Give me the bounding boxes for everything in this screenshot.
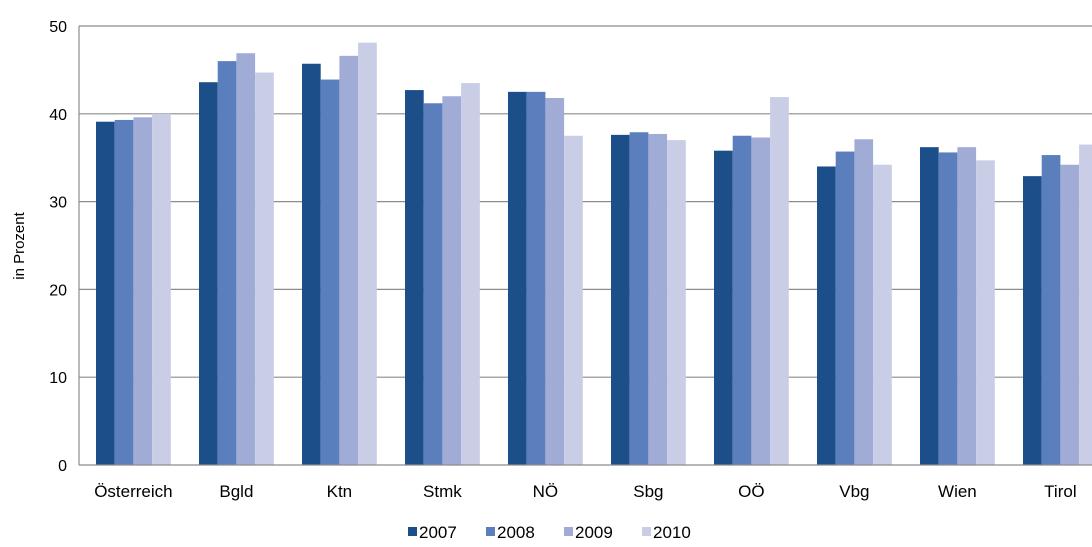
x-tick-label: Bgld: [219, 482, 253, 501]
bars: [96, 42, 1092, 466]
bar-2007-OÖ: [714, 150, 733, 465]
x-tick-label: Ktn: [327, 482, 353, 501]
bar-2010-Österreich: [152, 113, 171, 466]
y-tick-label: 30: [49, 195, 67, 212]
bar-2009-Sbg: [648, 133, 668, 465]
y-tick-label: 10: [49, 370, 67, 387]
legend-swatch-2008: [486, 527, 495, 536]
bar-2010-Vbg: [873, 164, 892, 465]
bar-2009-NÖ: [545, 97, 565, 465]
bar-2009-OÖ: [751, 137, 771, 466]
y-tick-labels: 0 10 20 30 40 50: [49, 19, 67, 475]
bar-2009-Ktn: [339, 55, 359, 466]
bar-2010-Tirol: [1079, 144, 1092, 465]
bar-2010-Wien: [976, 160, 995, 466]
bar-2008-Bgld: [217, 61, 237, 466]
y-tick-label: 0: [58, 458, 67, 475]
bar-2007-Sbg: [611, 134, 630, 465]
axes: [78, 26, 1092, 466]
bar-2009-Wien: [957, 147, 977, 465]
legend-label: 2008: [497, 523, 535, 542]
bar-2007-Ktn: [302, 63, 321, 466]
x-tick-label: OÖ: [738, 482, 764, 501]
x-tick-label: Vbg: [839, 482, 869, 501]
y-tick-label: 20: [49, 282, 67, 299]
bar-2009-Österreich: [133, 117, 153, 465]
bar-2008-OÖ: [732, 135, 752, 465]
bar-2008-Wien: [938, 152, 958, 465]
bar-2007-Bgld: [199, 82, 218, 465]
bar-2008-Tirol: [1041, 155, 1061, 466]
bar-2007-Tirol: [1023, 176, 1042, 465]
bar-2010-NÖ: [564, 135, 583, 465]
bar-2010-Stmk: [461, 83, 480, 465]
bar-2009-Stmk: [442, 96, 462, 466]
y-tick-label: 40: [49, 107, 67, 124]
bar-2008-Vbg: [835, 151, 855, 465]
y-tick-label: 50: [49, 19, 67, 36]
x-tick-label: Wien: [938, 482, 977, 501]
bar-2010-Ktn: [358, 42, 377, 465]
x-tick-label: Stmk: [423, 482, 462, 501]
bar-2007-Vbg: [817, 166, 836, 466]
legend-swatch-2009: [564, 527, 573, 536]
x-tick-label: Tirol: [1044, 482, 1076, 501]
legend-label: 2010: [653, 523, 691, 542]
bar-2010-Bgld: [255, 72, 274, 465]
legend-swatch-2007: [408, 527, 417, 536]
x-tick-label: NÖ: [533, 482, 559, 501]
bar-2010-Sbg: [667, 140, 686, 465]
bar-2008-NÖ: [526, 91, 546, 465]
y-axis-title: in Prozent: [11, 211, 28, 279]
bar-2009-Tirol: [1060, 164, 1080, 465]
bar-2007-Stmk: [405, 90, 424, 466]
legend-label: 2009: [575, 523, 613, 542]
bar-2007-Wien: [920, 147, 939, 465]
bar-2010-OÖ: [770, 97, 789, 466]
legend-label: 2007: [419, 523, 457, 542]
bar-2007-NÖ: [508, 91, 527, 465]
bar-2008-Sbg: [629, 132, 649, 465]
x-tick-label: Sbg: [633, 482, 663, 501]
bar-2009-Vbg: [854, 139, 874, 465]
bar-2008-Ktn: [320, 79, 340, 466]
bar-2008-Österreich: [114, 119, 134, 466]
bar-2009-Bgld: [236, 53, 256, 466]
legend: 2007 2008 2009 2010: [408, 523, 691, 542]
bar-2008-Stmk: [423, 103, 443, 465]
bar-2007-Österreich: [96, 121, 115, 466]
legend-swatch-2010: [642, 527, 651, 536]
x-category-labels: Österreich Bgld Ktn Stmk NÖ Sbg OÖ Vbg Wien Tirol: [94, 482, 1076, 501]
x-tick-label: Österreich: [94, 482, 172, 501]
